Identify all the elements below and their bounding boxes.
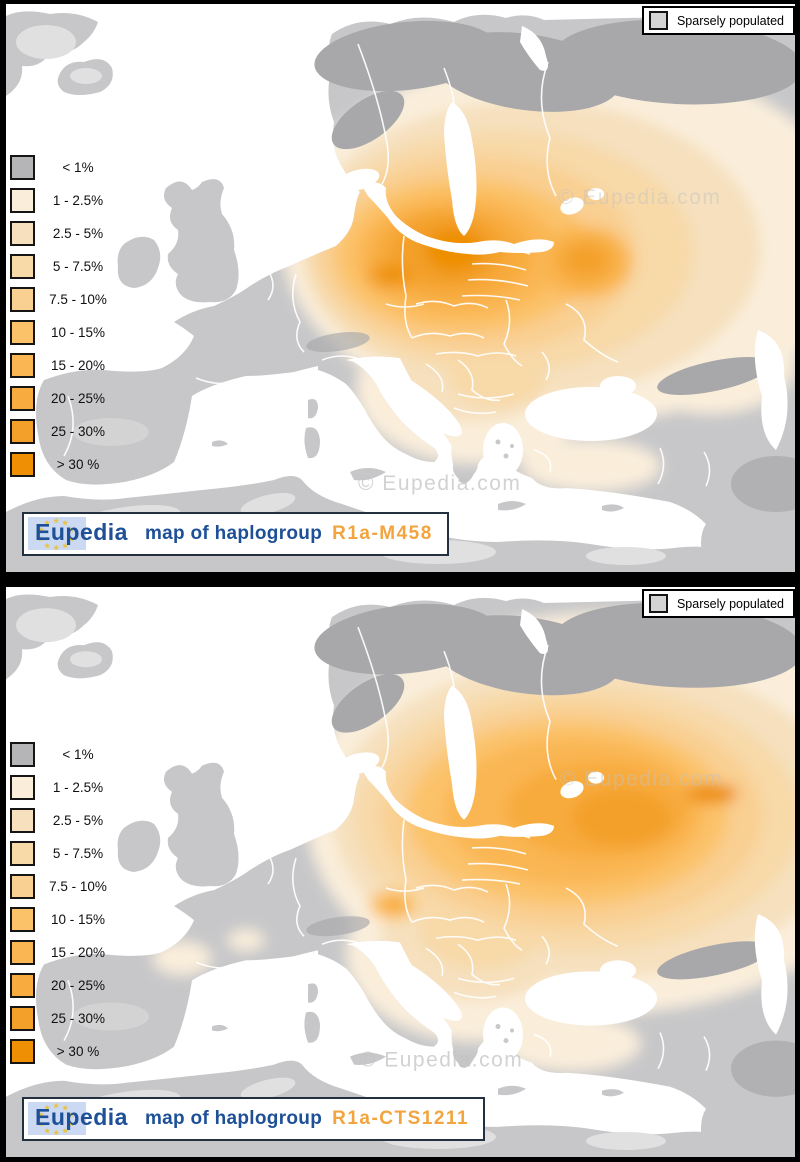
eupedia-logo: Eupedia bbox=[28, 517, 135, 550]
legend-row: 1 - 2.5% bbox=[10, 188, 121, 213]
legend-swatch bbox=[10, 287, 35, 312]
legend-label: 20 - 25% bbox=[50, 978, 106, 993]
sparse-swatch bbox=[648, 594, 668, 613]
brand-name: Eupedia bbox=[35, 519, 128, 546]
legend-row: 5 - 7.5% bbox=[10, 254, 121, 279]
haplogroup-name: R1a-CTS1211 bbox=[332, 1107, 470, 1129]
legend-swatch bbox=[10, 1006, 35, 1031]
legend-swatch bbox=[10, 188, 35, 213]
legend-label: > 30 % bbox=[56, 457, 100, 472]
legend-swatch bbox=[10, 353, 35, 378]
legend-label: 5 - 7.5% bbox=[52, 259, 104, 274]
watermark-lower: © Eupedia.com bbox=[360, 1049, 523, 1072]
legend-row: 15 - 20% bbox=[10, 353, 121, 378]
legend-row: 20 - 25% bbox=[10, 973, 121, 998]
legend-swatch bbox=[10, 1039, 35, 1064]
legend-label: 15 - 20% bbox=[50, 358, 106, 373]
legend-swatch bbox=[10, 452, 35, 477]
legend-row: 25 - 30% bbox=[10, 419, 121, 444]
watermark-upper: © Eupedia.com bbox=[558, 186, 721, 209]
legend-label: 5 - 7.5% bbox=[52, 846, 104, 861]
sparse-label: Sparsely populated bbox=[676, 596, 784, 611]
legend-label: 1 - 2.5% bbox=[52, 780, 104, 795]
eupedia-logo: Eupedia bbox=[28, 1102, 135, 1135]
legend-label: 20 - 25% bbox=[50, 391, 106, 406]
brand-name: Eupedia bbox=[35, 1104, 128, 1131]
legend-swatch bbox=[10, 155, 35, 180]
watermark-upper: © Eupedia.com bbox=[560, 768, 723, 791]
sparse-swatch bbox=[648, 11, 668, 30]
legend-row: 10 - 15% bbox=[10, 320, 121, 345]
legend-label: < 1% bbox=[62, 747, 94, 762]
legend-label: 7.5 - 10% bbox=[49, 879, 107, 894]
legend-label: 2.5 - 5% bbox=[52, 813, 104, 828]
legend-row: 1 - 2.5% bbox=[10, 775, 121, 800]
map-canvas-cts1211: © Eupedia.com © Eupedia.com bbox=[6, 594, 795, 1157]
watermark-lower: © Eupedia.com bbox=[358, 472, 521, 495]
percentage-legend: < 1% 1 - 2.5% 2.5 - 5% 5 - 7.5% 7.5 - 10… bbox=[10, 155, 121, 486]
map-title-box: Eupedia map of haplogroup R1a-M458 bbox=[22, 512, 449, 556]
legend-label: 1 - 2.5% bbox=[52, 193, 104, 208]
title-text: map of haplogroup bbox=[144, 1107, 323, 1129]
legend-row: 5 - 7.5% bbox=[10, 841, 121, 866]
legend-swatch bbox=[10, 775, 35, 800]
legend-label: 7.5 - 10% bbox=[49, 292, 107, 307]
legend-row: 2.5 - 5% bbox=[10, 221, 121, 246]
title-text: map of haplogroup bbox=[144, 522, 323, 544]
legend-row: 20 - 25% bbox=[10, 386, 121, 411]
legend-row: < 1% bbox=[10, 155, 121, 180]
legend-row: 7.5 - 10% bbox=[10, 874, 121, 899]
legend-label: 25 - 30% bbox=[50, 424, 106, 439]
legend-swatch bbox=[10, 973, 35, 998]
legend-swatch bbox=[10, 808, 35, 833]
legend-label: 10 - 15% bbox=[50, 912, 106, 927]
legend-label: 25 - 30% bbox=[50, 1011, 106, 1026]
legend-row: < 1% bbox=[10, 742, 121, 767]
legend-swatch bbox=[10, 221, 35, 246]
legend-label: > 30 % bbox=[56, 1044, 100, 1059]
legend-swatch bbox=[10, 874, 35, 899]
legend-row: > 30 % bbox=[10, 1039, 121, 1064]
legend-row: > 30 % bbox=[10, 452, 121, 477]
sparse-label: Sparsely populated bbox=[676, 13, 784, 28]
legend-row: 15 - 20% bbox=[10, 940, 121, 965]
legend-row: 25 - 30% bbox=[10, 1006, 121, 1031]
legend-swatch bbox=[10, 940, 35, 965]
legend-row: 2.5 - 5% bbox=[10, 808, 121, 833]
map-title-box: Eupedia map of haplogroup R1a-CTS1211 bbox=[22, 1097, 486, 1141]
legend-swatch bbox=[10, 320, 35, 345]
legend-swatch bbox=[10, 841, 35, 866]
map-panel-cts1211: © Eupedia.com © Eupedia.com Sparsely pop… bbox=[6, 587, 795, 1157]
sparse-legend-box: Sparsely populated bbox=[641, 6, 795, 35]
legend-row: 7.5 - 10% bbox=[10, 287, 121, 312]
legend-swatch bbox=[10, 254, 35, 279]
legend-label: < 1% bbox=[62, 160, 94, 175]
legend-swatch bbox=[10, 419, 35, 444]
legend-swatch bbox=[10, 742, 35, 767]
legend-swatch bbox=[10, 907, 35, 932]
legend-row: 10 - 15% bbox=[10, 907, 121, 932]
percentage-legend: < 1% 1 - 2.5% 2.5 - 5% 5 - 7.5% 7.5 - 10… bbox=[10, 742, 121, 1073]
legend-swatch bbox=[10, 386, 35, 411]
legend-label: 10 - 15% bbox=[50, 325, 106, 340]
haplogroup-name: R1a-M458 bbox=[332, 522, 433, 544]
map-panel-m458: © Eupedia.com © Eupedia.com Sparsely pop… bbox=[6, 4, 795, 572]
sparse-legend-box: Sparsely populated bbox=[641, 589, 795, 618]
map-canvas-m458: © Eupedia.com © Eupedia.com bbox=[6, 11, 795, 572]
legend-label: 2.5 - 5% bbox=[52, 226, 104, 241]
legend-label: 15 - 20% bbox=[50, 945, 106, 960]
